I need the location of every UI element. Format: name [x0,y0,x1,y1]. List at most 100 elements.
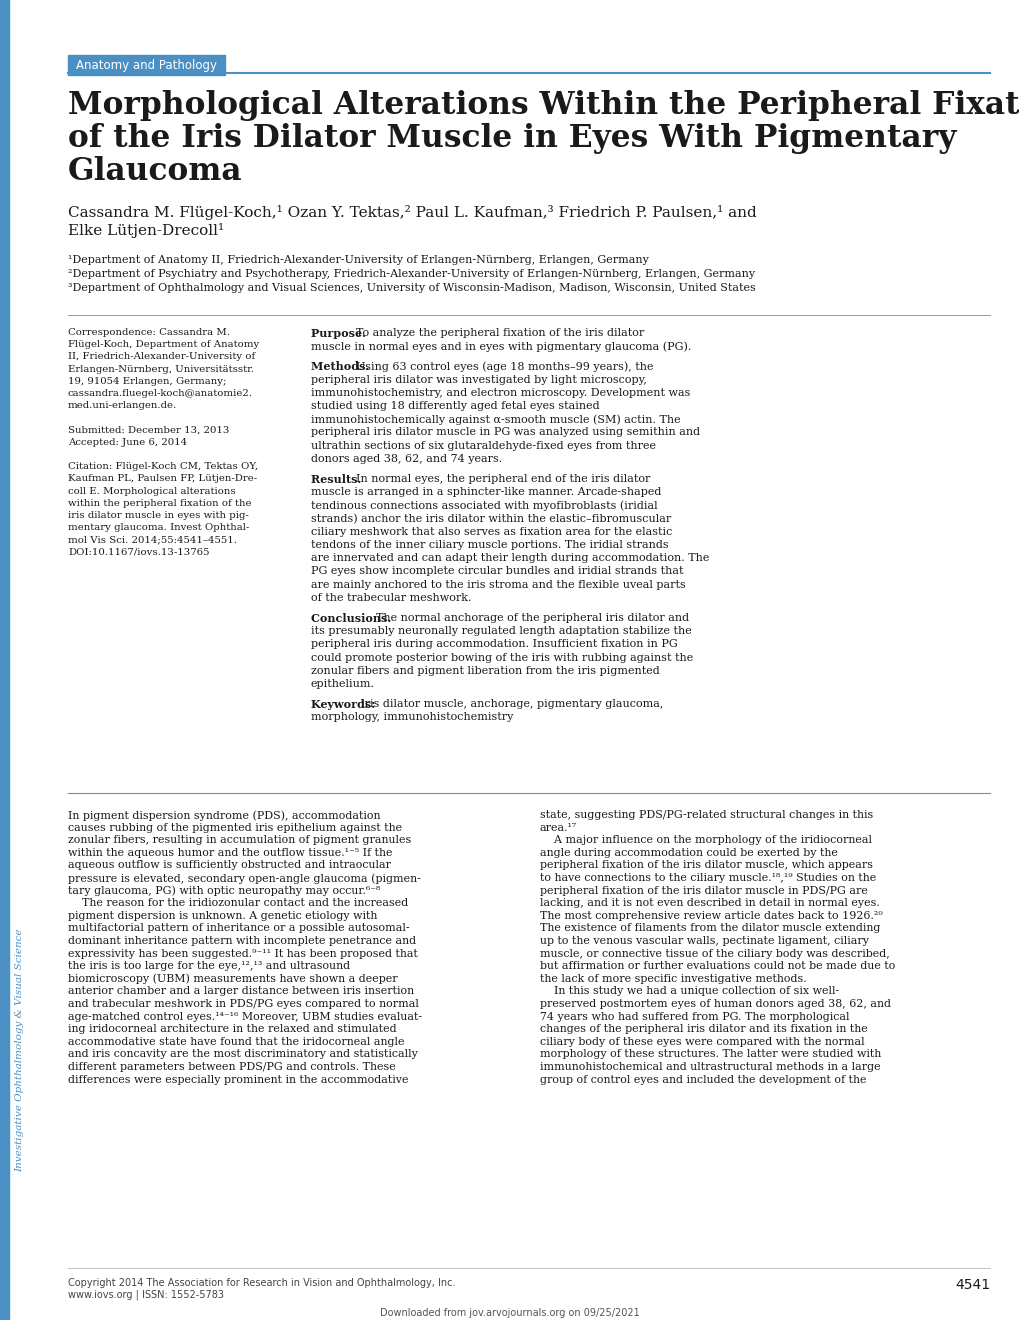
Text: could promote posterior bowing of the iris with rubbing against the: could promote posterior bowing of the ir… [311,652,693,663]
Text: tary glaucoma, PG) with optic neuropathy may occur.⁶⁻⁸: tary glaucoma, PG) with optic neuropathy… [68,886,380,896]
Text: muscle is arranged in a sphincter-like manner. Arcade-shaped: muscle is arranged in a sphincter-like m… [311,487,660,498]
Text: studied using 18 differently aged fetal eyes stained: studied using 18 differently aged fetal … [311,401,599,411]
Text: state, suggesting PDS/PG-related structural changes in this: state, suggesting PDS/PG-related structu… [539,810,872,820]
Bar [68,55,225,75]
Text: are innervated and can adapt their length during accommodation. The: are innervated and can adapt their lengt… [311,553,708,564]
Text: Methods.: Methods. [311,362,373,372]
Text: within the aqueous humor and the outflow tissue.¹⁻⁵ If the: within the aqueous humor and the outflow… [68,847,392,858]
Text: Citation: Flügel-Koch CM, Tektas OY,: Citation: Flügel-Koch CM, Tektas OY, [68,462,258,471]
Text: Anatomy and Pathology: Anatomy and Pathology [76,58,217,71]
Text: The normal anchorage of the peripheral iris dilator and: The normal anchorage of the peripheral i… [376,612,689,623]
Text: To analyze the peripheral fixation of the iris dilator: To analyze the peripheral fixation of th… [356,327,644,338]
Text: accommodative state have found that the iridocorneal angle: accommodative state have found that the … [68,1036,405,1047]
Text: The most comprehensive review article dates back to 1926.²⁰: The most comprehensive review article da… [539,911,881,921]
Text: donors aged 38, 62, and 74 years.: donors aged 38, 62, and 74 years. [311,454,501,463]
Text: mentary glaucoma. Invest Ophthal-: mentary glaucoma. Invest Ophthal- [68,523,249,532]
Text: pressure is elevated, secondary open-angle glaucoma (pigmen-: pressure is elevated, secondary open-ang… [68,873,421,883]
Text: cassandra.fluegel-koch@anatomie2.: cassandra.fluegel-koch@anatomie2. [68,389,253,399]
Text: causes rubbing of the pigmented iris epithelium against the: causes rubbing of the pigmented iris epi… [68,822,401,833]
Text: Conclusions.: Conclusions. [311,612,394,624]
Text: peripheral fixation of the iris dilator muscle, which appears: peripheral fixation of the iris dilator … [539,861,872,870]
Text: up to the venous vascular walls, pectinate ligament, ciliary: up to the venous vascular walls, pectina… [539,936,868,946]
Text: immunohistochemical and ultrastructural methods in a large: immunohistochemical and ultrastructural … [539,1063,879,1072]
Text: peripheral iris during accommodation. Insufficient fixation in PG: peripheral iris during accommodation. In… [311,639,677,649]
Text: Using 63 control eyes (age 18 months–99 years), the: Using 63 control eyes (age 18 months–99 … [356,362,653,372]
Text: peripheral iris dilator muscle in PG was analyzed using semithin and: peripheral iris dilator muscle in PG was… [311,428,699,437]
Text: tendinous connections associated with myofibroblasts (iridial: tendinous connections associated with my… [311,500,657,511]
Text: ³Department of Ophthalmology and Visual Sciences, University of Wisconsin-Madiso: ³Department of Ophthalmology and Visual … [68,282,755,293]
Text: Morphological Alterations Within the Peripheral Fixation: Morphological Alterations Within the Per… [68,90,1019,121]
Text: tendons of the inner ciliary muscle portions. The iridial strands: tendons of the inner ciliary muscle port… [311,540,668,550]
Text: group of control eyes and included the development of the: group of control eyes and included the d… [539,1074,866,1085]
Text: The existence of filaments from the dilator muscle extending: The existence of filaments from the dila… [539,924,879,933]
Text: dominant inheritance pattern with incomplete penetrance and: dominant inheritance pattern with incomp… [68,936,416,946]
Text: A major influence on the morphology of the iridiocorneal: A major influence on the morphology of t… [539,836,871,845]
Text: mol Vis Sci. 2014;55:4541–4551.: mol Vis Sci. 2014;55:4541–4551. [68,536,236,544]
Text: www.iovs.org | ISSN: 1552-5783: www.iovs.org | ISSN: 1552-5783 [68,1290,224,1300]
Text: of the trabecular meshwork.: of the trabecular meshwork. [311,593,471,603]
Text: ciliary meshwork that also serves as fixation area for the elastic: ciliary meshwork that also serves as fix… [311,527,672,537]
Text: med.uni-erlangen.de.: med.uni-erlangen.de. [68,401,177,411]
Text: biomicroscopy (UBM) measurements have shown a deeper: biomicroscopy (UBM) measurements have sh… [68,974,397,985]
Text: iris dilator muscle, anchorage, pigmentary glaucoma,: iris dilator muscle, anchorage, pigmenta… [361,700,662,709]
Text: Erlangen-Nürnberg, Universitätsstr.: Erlangen-Nürnberg, Universitätsstr. [68,364,254,374]
Text: different parameters between PDS/PG and controls. These: different parameters between PDS/PG and … [68,1063,395,1072]
Text: morphology of these structures. The latter were studied with: morphology of these structures. The latt… [539,1049,880,1060]
Text: the iris is too large for the eye,¹²,¹³ and ultrasound: the iris is too large for the eye,¹²,¹³ … [68,961,350,972]
Text: Keywords:: Keywords: [311,700,379,710]
Text: Correspondence: Cassandra M.: Correspondence: Cassandra M. [68,327,229,337]
Text: 19, 91054 Erlangen, Germany;: 19, 91054 Erlangen, Germany; [68,376,226,385]
Text: multifactorial pattern of inheritance or a possible autosomal-: multifactorial pattern of inheritance or… [68,924,410,933]
Text: area.¹⁷: area.¹⁷ [539,822,577,833]
Text: ing iridocorneal architecture in the relaxed and stimulated: ing iridocorneal architecture in the rel… [68,1024,396,1034]
Text: immunohistochemically against α-smooth muscle (SM) actin. The: immunohistochemically against α-smooth m… [311,414,680,425]
Text: The reason for the iridiozonular contact and the increased: The reason for the iridiozonular contact… [68,898,408,908]
Text: pigment dispersion is unknown. A genetic etiology with: pigment dispersion is unknown. A genetic… [68,911,377,921]
Text: lacking, and it is not even described in detail in normal eyes.: lacking, and it is not even described in… [539,898,878,908]
Text: immunohistochemistry, and electron microscopy. Development was: immunohistochemistry, and electron micro… [311,388,690,397]
Text: its presumably neuronally regulated length adaptation stabilize the: its presumably neuronally regulated leng… [311,626,691,636]
Text: of the Iris Dilator Muscle in Eyes With Pigmentary: of the Iris Dilator Muscle in Eyes With … [68,123,956,154]
Text: Copyright 2014 The Association for Research in Vision and Ophthalmology, Inc.: Copyright 2014 The Association for Resea… [68,1278,455,1288]
Text: peripheral fixation of the iris dilator muscle in PDS/PG are: peripheral fixation of the iris dilator … [539,886,867,895]
Text: 4541: 4541 [954,1278,989,1292]
Text: Elke Lütjen-Drecoll¹: Elke Lütjen-Drecoll¹ [68,223,224,238]
Text: 74 years who had suffered from PG. The morphological: 74 years who had suffered from PG. The m… [539,1011,849,1022]
Text: ultrathin sections of six glutaraldehyde-fixed eyes from three: ultrathin sections of six glutaraldehyde… [311,441,655,450]
Text: anterior chamber and a larger distance between iris insertion: anterior chamber and a larger distance b… [68,986,414,997]
Text: peripheral iris dilator was investigated by light microscopy,: peripheral iris dilator was investigated… [311,375,646,384]
Text: Cassandra M. Flügel-Koch,¹ Ozan Y. Tektas,² Paul L. Kaufman,³ Friedrich P. Pauls: Cassandra M. Flügel-Koch,¹ Ozan Y. Tekta… [68,205,756,220]
Text: zonular fibers and pigment liberation from the iris pigmented: zonular fibers and pigment liberation fr… [311,665,659,676]
Text: iris dilator muscle in eyes with pig-: iris dilator muscle in eyes with pig- [68,511,249,520]
Text: zonular fibers, resulting in accumulation of pigment granules: zonular fibers, resulting in accumulatio… [68,836,411,845]
Text: II, Friedrich-Alexander-University of: II, Friedrich-Alexander-University of [68,352,255,362]
Bar [0,0,9,1320]
Text: Results.: Results. [311,474,365,484]
Text: ¹Department of Anatomy II, Friedrich-Alexander-University of Erlangen-Nürnberg, : ¹Department of Anatomy II, Friedrich-Ale… [68,255,648,265]
Text: Purpose.: Purpose. [311,327,370,339]
Text: are mainly anchored to the iris stroma and the flexible uveal parts: are mainly anchored to the iris stroma a… [311,579,685,590]
Text: ciliary body of these eyes were compared with the normal: ciliary body of these eyes were compared… [539,1036,864,1047]
Text: and iris concavity are the most discriminatory and statistically: and iris concavity are the most discrimi… [68,1049,418,1060]
Text: muscle in normal eyes and in eyes with pigmentary glaucoma (PG).: muscle in normal eyes and in eyes with p… [311,341,691,351]
Text: DOI:10.1167/iovs.13-13765: DOI:10.1167/iovs.13-13765 [68,548,209,557]
Text: expressivity has been suggested.⁹⁻¹¹ It has been proposed that: expressivity has been suggested.⁹⁻¹¹ It … [68,949,418,958]
Text: coll E. Morphological alterations: coll E. Morphological alterations [68,487,235,495]
Text: In this study we had a unique collection of six well-: In this study we had a unique collection… [539,986,839,997]
Text: but affirmation or further evaluations could not be made due to: but affirmation or further evaluations c… [539,961,895,972]
Text: Flügel-Koch, Department of Anatomy: Flügel-Koch, Department of Anatomy [68,341,259,350]
Text: epithelium.: epithelium. [311,678,375,689]
Text: and trabecular meshwork in PDS/PG eyes compared to normal: and trabecular meshwork in PDS/PG eyes c… [68,999,419,1008]
Text: Kaufman PL, Paulsen FP, Lütjen-Dre-: Kaufman PL, Paulsen FP, Lütjen-Dre- [68,474,257,483]
Text: within the peripheral fixation of the: within the peripheral fixation of the [68,499,252,508]
Text: morphology, immunohistochemistry: morphology, immunohistochemistry [311,713,513,722]
Text: angle during accommodation could be exerted by the: angle during accommodation could be exer… [539,847,837,858]
Text: In normal eyes, the peripheral end of the iris dilator: In normal eyes, the peripheral end of th… [356,474,650,484]
Text: PG eyes show incomplete circular bundles and iridial strands that: PG eyes show incomplete circular bundles… [311,566,683,577]
Text: preserved postmortem eyes of human donors aged 38, 62, and: preserved postmortem eyes of human donor… [539,999,891,1008]
Text: Glaucoma: Glaucoma [68,156,243,187]
Text: Downloaded from jov.arvojournals.org on 09/25/2021: Downloaded from jov.arvojournals.org on … [380,1308,639,1317]
Text: Accepted: June 6, 2014: Accepted: June 6, 2014 [68,438,186,446]
Text: aqueous outflow is sufficiently obstructed and intraocular: aqueous outflow is sufficiently obstruct… [68,861,390,870]
Text: Investigative Ophthalmology & Visual Science: Investigative Ophthalmology & Visual Sci… [15,928,24,1172]
